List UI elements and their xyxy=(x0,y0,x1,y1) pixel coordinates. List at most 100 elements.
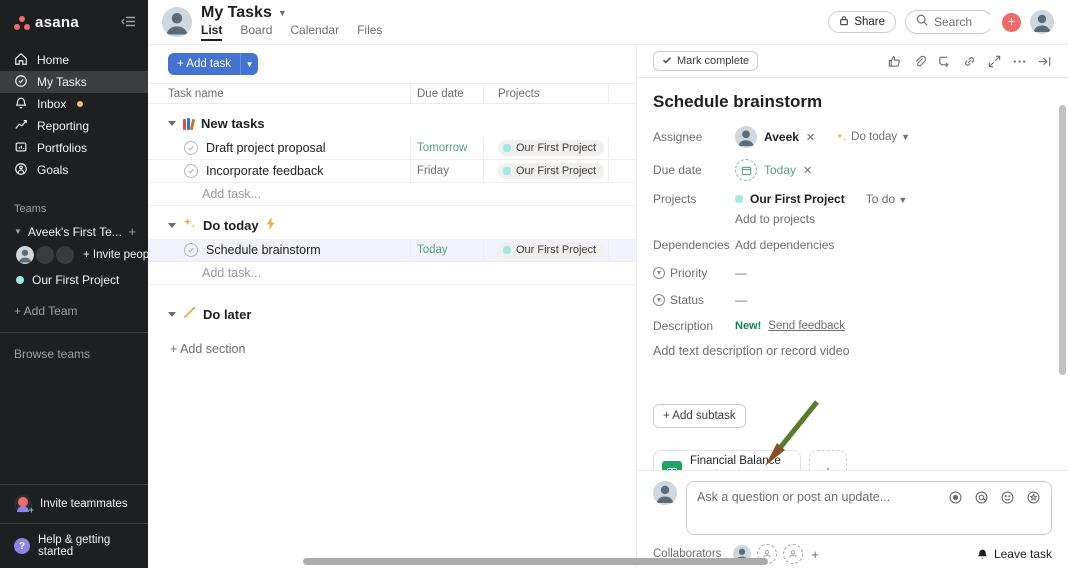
invite-teammates-button[interactable]: + Invite teammates xyxy=(0,484,148,523)
help-button[interactable]: ? Help & getting started xyxy=(0,523,148,568)
horizontal-scrollbar[interactable] xyxy=(303,558,768,565)
user-avatar[interactable] xyxy=(162,7,192,37)
send-feedback-link[interactable]: Send feedback xyxy=(768,320,846,332)
task-due-date[interactable]: Today xyxy=(410,239,483,261)
assignee-avatar[interactable] xyxy=(735,126,757,148)
search-input[interactable] xyxy=(934,15,994,29)
vertical-scrollbar[interactable] xyxy=(1059,105,1066,375)
invite-teammates-label: Invite teammates xyxy=(40,498,128,510)
mark-complete-button[interactable]: Mark complete xyxy=(653,51,759,71)
add-collaborator-slot[interactable] xyxy=(783,544,804,564)
tab-files[interactable]: Files xyxy=(357,22,383,37)
due-date-value[interactable]: Today xyxy=(764,163,797,177)
do-today-chip[interactable]: Do today ▼ xyxy=(836,131,910,143)
sidebar-item-our-first-project[interactable]: Our First Project xyxy=(0,268,148,292)
add-task-inline-do-today[interactable]: Add task... xyxy=(148,262,636,285)
add-task-inline-new-tasks[interactable]: Add task... xyxy=(148,183,636,206)
section-header-do-later[interactable]: Do later xyxy=(148,301,636,328)
section-collapse-icon[interactable] xyxy=(168,121,176,126)
description-input[interactable]: Add text description or record video xyxy=(653,344,850,358)
quick-add-button[interactable]: + xyxy=(1002,12,1021,32)
task-due-date[interactable]: Friday xyxy=(410,160,483,182)
link-icon[interactable] xyxy=(962,54,977,69)
sidebar-item-my-tasks[interactable]: My Tasks xyxy=(0,71,148,93)
member-avatar[interactable] xyxy=(16,246,34,264)
add-section-button[interactable]: + Add section xyxy=(148,328,636,356)
task-due-date[interactable]: Tomorrow xyxy=(410,137,483,159)
sidebar-item-home[interactable]: Home xyxy=(0,49,148,71)
sidebar-item-goals[interactable]: Goals xyxy=(0,159,148,181)
column-task-name[interactable]: Task name xyxy=(168,87,224,100)
more-icon[interactable] xyxy=(1012,54,1027,69)
close-panel-icon[interactable] xyxy=(1037,54,1052,69)
task-row-incorporate-feedback[interactable]: Incorporate feedback Friday Our First Pr… xyxy=(148,160,636,183)
sidebar-item-label: Reporting xyxy=(37,119,90,133)
share-button[interactable]: Share xyxy=(828,11,896,33)
attachment-card-financial-balance[interactable]: Financial Balance Google Drive Spreadshe… xyxy=(653,450,801,470)
section-header-new-tasks[interactable]: New tasks xyxy=(148,110,636,137)
teams-section-label: Teams xyxy=(14,203,47,215)
tab-list[interactable]: List xyxy=(201,23,223,41)
add-task-dropdown-icon[interactable]: ▼ xyxy=(240,53,259,75)
profile-avatar[interactable] xyxy=(1030,10,1054,34)
complete-task-icon[interactable] xyxy=(184,243,198,257)
add-dependencies-link[interactable]: Add dependencies xyxy=(735,238,835,252)
section-header-do-today[interactable]: Do today xyxy=(148,212,636,239)
add-team-button[interactable]: + Add Team xyxy=(14,304,78,318)
add-collaborator-button[interactable]: + xyxy=(811,546,819,562)
collapse-sidebar-icon[interactable] xyxy=(121,15,136,31)
task-row-draft-project-proposal[interactable]: Draft project proposal Tomorrow Our Firs… xyxy=(148,137,636,160)
page-title: My Tasks xyxy=(201,3,272,21)
project-color-dot xyxy=(503,167,511,175)
add-subtask-button[interactable]: + Add subtask xyxy=(653,404,746,428)
projects-label: Projects xyxy=(653,192,697,206)
title-chevron-icon[interactable]: ▼ xyxy=(277,7,287,18)
invite-people-button[interactable]: + Invite people xyxy=(83,249,159,261)
record-icon[interactable] xyxy=(948,490,963,505)
column-due-date[interactable]: Due date xyxy=(410,84,483,103)
task-projects-cell[interactable]: Our First Project xyxy=(483,137,608,159)
complete-task-icon[interactable] xyxy=(184,141,198,155)
tab-board[interactable]: Board xyxy=(240,22,273,37)
like-icon[interactable] xyxy=(887,54,902,69)
tab-calendar[interactable]: Calendar xyxy=(290,22,340,37)
task-projects-cell[interactable]: Our First Project xyxy=(483,160,608,182)
comment-input-box[interactable] xyxy=(686,481,1052,535)
assignee-name[interactable]: Aveek xyxy=(764,130,799,144)
sidebar-item-portfolios[interactable]: Portfolios xyxy=(0,137,148,159)
add-attachment-button[interactable]: + xyxy=(809,450,847,470)
priority-value[interactable]: — xyxy=(735,266,747,280)
browse-teams-link[interactable]: Browse teams xyxy=(14,347,91,361)
leave-task-label: Leave task xyxy=(993,547,1052,561)
project-name[interactable]: Our First Project xyxy=(750,192,845,206)
complete-task-icon[interactable] xyxy=(184,164,198,178)
remove-assignee-icon[interactable]: ✕ xyxy=(805,131,816,144)
asana-logo[interactable]: asana xyxy=(14,14,121,31)
team-row[interactable]: ▼ Aveek's First Te... + xyxy=(0,221,148,242)
column-projects[interactable]: Projects xyxy=(483,84,608,103)
attachment-icon[interactable] xyxy=(912,54,927,69)
appreciation-icon[interactable] xyxy=(1026,490,1041,505)
section-collapse-icon[interactable] xyxy=(168,312,176,317)
task-projects-cell[interactable]: Our First Project xyxy=(483,239,608,261)
comment-input[interactable] xyxy=(697,490,945,526)
sidebar-item-inbox[interactable]: Inbox xyxy=(0,93,148,115)
emoji-icon[interactable] xyxy=(1000,490,1015,505)
section-collapse-icon[interactable] xyxy=(168,223,176,228)
add-project-icon[interactable]: + xyxy=(128,224,136,239)
subtasks-icon[interactable] xyxy=(937,54,952,69)
remove-due-date-icon[interactable]: ✕ xyxy=(803,164,813,177)
add-task-button[interactable]: + Add task ▼ xyxy=(168,53,259,75)
calendar-icon[interactable] xyxy=(735,159,757,181)
add-collaborator-slot[interactable] xyxy=(757,544,778,564)
search-bar[interactable] xyxy=(905,10,994,34)
add-to-projects-link[interactable]: Add to projects xyxy=(735,212,816,226)
task-row-schedule-brainstorm[interactable]: Schedule brainstorm Today Our First Proj… xyxy=(148,239,636,262)
fullscreen-icon[interactable] xyxy=(987,54,1002,69)
task-title[interactable]: Schedule brainstorm xyxy=(653,92,823,111)
mention-icon[interactable] xyxy=(974,490,989,505)
status-value[interactable]: — xyxy=(735,293,747,307)
project-section-select[interactable]: To do ▼ xyxy=(866,192,908,206)
leave-task-button[interactable]: Leave task xyxy=(976,547,1052,561)
sidebar-item-reporting[interactable]: Reporting xyxy=(0,115,148,137)
